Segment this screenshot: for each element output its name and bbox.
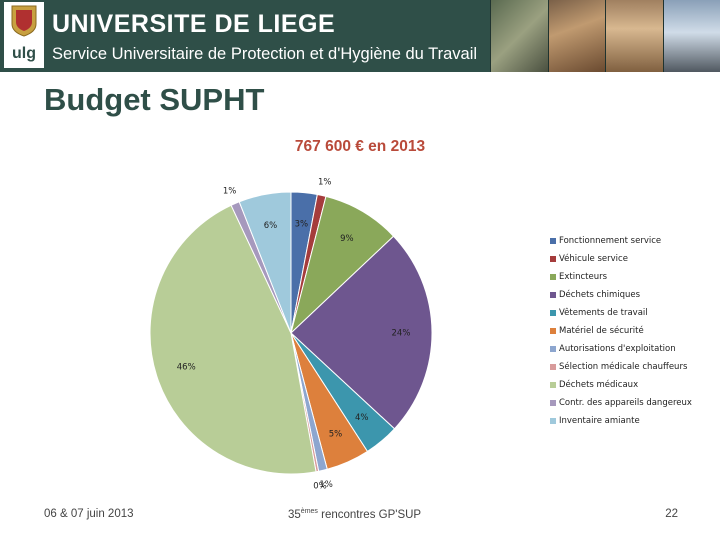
legend-swatch: [550, 255, 556, 262]
data-label-extincteurs: 9%: [340, 234, 354, 244]
legend-item-dechets-medicaux: Déchets médicaux: [550, 380, 638, 390]
pie-slice-dechets-medicaux: [149, 204, 317, 475]
legend-swatch: [550, 237, 556, 244]
photo-lab: [490, 0, 548, 72]
page-number: 22: [665, 508, 678, 520]
data-label-fonctionnement-service: 3%: [295, 220, 309, 230]
data-label-vehicule-service: 1%: [318, 178, 332, 188]
legend-label: Extincteurs: [559, 272, 608, 282]
legend-item-materiel-de-securite: Matériel de sécurité: [550, 326, 644, 336]
legend-swatch: [550, 417, 556, 424]
svg-text:ulg: ulg: [12, 45, 36, 62]
legend-item-autorisations-d-exploitation: Autorisations d'exploitation: [550, 344, 676, 354]
photo-observatory: [662, 0, 720, 72]
header-photos: [490, 0, 720, 72]
legend-item-contr-des-appareils-dangereux: Contr. des appareils dangereux: [550, 398, 692, 408]
legend-item-extincteurs: Extincteurs: [550, 272, 607, 282]
data-label-vetements-de-travail: 4%: [355, 413, 369, 423]
data-label-materiel-de-securite: 5%: [329, 430, 343, 440]
legend-swatch: [550, 381, 556, 388]
slide-title: Budget SUPHT: [44, 82, 265, 117]
photo-workers: [547, 0, 605, 72]
legend-label: Sélection médicale chauffeurs: [559, 362, 688, 372]
pie-slice-extincteurs: [290, 195, 395, 335]
legend-label: Déchets médicaux: [559, 380, 639, 390]
legend-label: Véhicule service: [559, 254, 628, 264]
legend-item-vehicule-service: Véhicule service: [550, 254, 628, 264]
pie-slice-dechets-chimiques: [290, 235, 433, 430]
legend-swatch: [550, 345, 556, 352]
event-suffix: èmes: [300, 508, 318, 515]
data-label-contr-des-appareils-dangereux: 1%: [223, 187, 237, 197]
data-label-autorisations-d-exploitation: 1%: [319, 480, 333, 490]
legend-item-inventaire-amiante: Inventaire amiante: [550, 416, 640, 426]
photo-lecture-hall: [605, 0, 663, 72]
legend-swatch: [550, 399, 556, 406]
event-name: rencontres GP'SUP: [317, 508, 422, 521]
legend-item-fonctionnement-service: Fonctionnement service: [550, 236, 661, 246]
legend-label: Matériel de sécurité: [559, 326, 644, 336]
legend-label: Déchets chimiques: [559, 290, 641, 300]
legend-swatch: [550, 363, 556, 370]
legend-item-selection-medicale-chauffeurs: Sélection médicale chauffeurs: [550, 362, 687, 372]
footer-event: 35èmes rencontres GP'SUP: [288, 508, 421, 521]
legend-label: Contr. des appareils dangereux: [559, 398, 692, 408]
event-number: 35: [288, 508, 301, 521]
data-label-selection-medicale-chauffeurs: 0%: [313, 481, 327, 491]
institution-name: UNIVERSITE DE LIEGE: [52, 10, 336, 38]
legend-item-dechets-chimiques: Déchets chimiques: [550, 290, 640, 300]
legend-swatch: [550, 273, 556, 280]
legend-swatch: [550, 327, 556, 334]
pie-slice-inventaire-amiante: [238, 191, 292, 334]
data-label-inventaire-amiante: 6%: [264, 221, 278, 231]
header-banner: ulg UNIVERSITE DE LIEGE Service Universi…: [0, 0, 720, 72]
legend-label: Vêtements de travail: [559, 308, 648, 318]
service-name: Service Universitaire de Protection et d…: [52, 45, 478, 63]
legend-label: Fonctionnement service: [559, 236, 662, 246]
university-logo: ulg: [4, 2, 44, 68]
data-label-dechets-chimiques: 24%: [392, 328, 411, 338]
data-label-dechets-medicaux: 46%: [177, 362, 196, 372]
chart-title: 767 600 € en 2013: [294, 138, 426, 155]
legend-label: Inventaire amiante: [559, 416, 640, 426]
legend-label: Autorisations d'exploitation: [559, 344, 676, 354]
legend-swatch: [550, 291, 556, 298]
footer-date: 06 & 07 juin 2013: [44, 508, 134, 520]
legend-item-vetements-de-travail: Vêtements de travail: [550, 308, 648, 318]
legend-swatch: [550, 309, 556, 316]
